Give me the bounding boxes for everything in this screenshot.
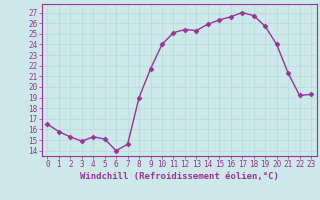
X-axis label: Windchill (Refroidissement éolien,°C): Windchill (Refroidissement éolien,°C): [80, 172, 279, 181]
